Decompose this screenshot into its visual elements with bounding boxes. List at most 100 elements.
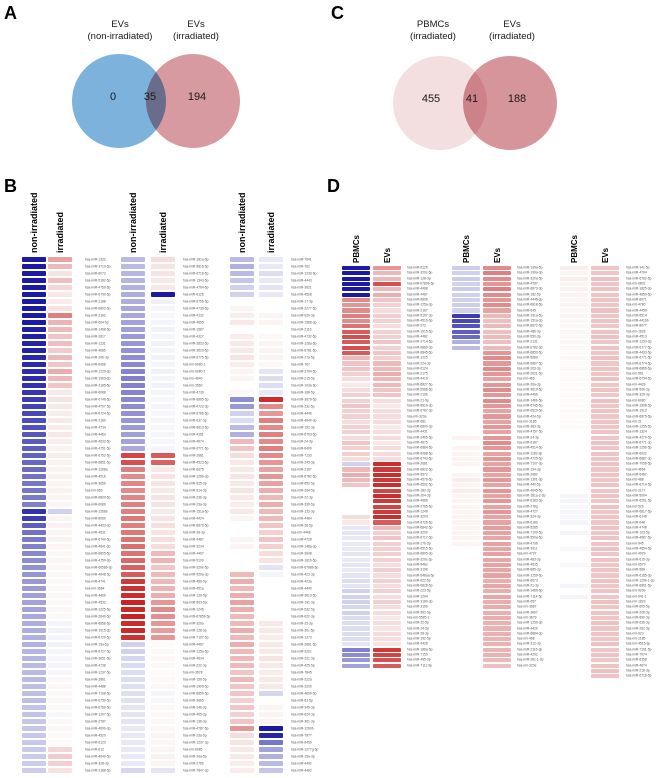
heatmap-cell bbox=[560, 536, 588, 541]
heatmap-cell bbox=[560, 637, 588, 642]
heatmap-cell bbox=[591, 478, 619, 483]
heatmap-cell bbox=[151, 565, 175, 571]
heatmap-cell bbox=[373, 297, 401, 302]
mirna-row-label: hsa-miR-4728 bbox=[291, 537, 312, 542]
mirna-row-label: hsa-miR-152-3p bbox=[291, 425, 315, 430]
heatmap-cell bbox=[48, 509, 72, 515]
heatmap-cell bbox=[342, 446, 370, 451]
mirna-row-label: hsa-miR-103-5p bbox=[626, 531, 650, 535]
heatmap-cell bbox=[591, 615, 619, 620]
heatmap-cell bbox=[452, 440, 480, 446]
heatmap-cell bbox=[560, 552, 588, 557]
heatmap-cell bbox=[560, 493, 588, 499]
venn-c-right-title-line2: (irradiated) bbox=[489, 31, 535, 42]
mirna-row-label: hsa-miR-4576-5p bbox=[407, 478, 433, 482]
heatmap-cell bbox=[151, 502, 175, 508]
heatmap-cell bbox=[151, 362, 175, 368]
mirna-row-label: hsa-miR-2116-3p bbox=[517, 648, 543, 652]
heatmap-cell bbox=[373, 626, 401, 631]
heatmap-cell bbox=[230, 754, 254, 760]
heatmap-cell bbox=[22, 621, 46, 627]
heatmap-cell bbox=[591, 440, 619, 446]
mirna-row-label: hsa-miR-4675 bbox=[407, 441, 428, 445]
mirna-row-label: hsa-miR-3667 bbox=[517, 610, 538, 615]
mirna-row-label: hsa-miR-4292 bbox=[517, 653, 538, 657]
heatmap-cell bbox=[452, 387, 480, 393]
heatmap-cell bbox=[373, 658, 401, 663]
heatmap-cell bbox=[591, 467, 619, 472]
heatmap-cell bbox=[230, 691, 254, 697]
heatmap-cell bbox=[591, 631, 619, 636]
heatmap-cell bbox=[591, 605, 619, 610]
heatmap-cell bbox=[48, 327, 72, 333]
heatmap-cell bbox=[121, 376, 145, 382]
heatmap-cell bbox=[591, 308, 619, 313]
heatmap-cell bbox=[48, 565, 72, 571]
heatmap-cell bbox=[22, 292, 46, 298]
heatmap-cell bbox=[342, 387, 370, 393]
mirna-row-label: hsa-miR-4484 bbox=[291, 516, 312, 521]
heatmap-cell bbox=[121, 369, 145, 375]
mirna-row-label: hsa-miR-2765-5p bbox=[407, 504, 433, 509]
heatmap-cell bbox=[591, 403, 619, 408]
heatmap-cell bbox=[452, 430, 480, 435]
heatmap-cell bbox=[121, 698, 145, 704]
heatmap-cell bbox=[22, 411, 46, 417]
heatmap-cell bbox=[48, 572, 72, 578]
mirna-row-label: hsa-miR-483-3p bbox=[517, 557, 541, 562]
heatmap-cell bbox=[259, 698, 283, 704]
heatmap-cell bbox=[452, 568, 480, 573]
heatmap-cell bbox=[342, 557, 370, 562]
mirna-row-label: hsa-mir-3678 bbox=[183, 670, 203, 675]
mirna-row-label: hsa-miR-7974 bbox=[626, 653, 647, 657]
mirna-row-label: hsa-mir-920b bbox=[626, 589, 646, 594]
heatmap-cell bbox=[230, 733, 254, 739]
mirna-row-label: hsa-miR-6816-5p bbox=[183, 264, 209, 269]
heatmap-cell bbox=[151, 509, 175, 515]
mirna-row-label: hsa-miR-2817 bbox=[85, 334, 106, 339]
heatmap-cell bbox=[373, 313, 401, 318]
heatmap-cell bbox=[259, 656, 283, 662]
mirna-row-label: hsa-miR-6786-5p bbox=[183, 411, 209, 416]
heatmap-cell bbox=[483, 525, 511, 530]
heatmap-cell bbox=[591, 483, 619, 488]
heatmap-cell bbox=[121, 691, 145, 697]
mirna-row-label: hsa-miR-6714-5p bbox=[626, 483, 652, 488]
heatmap-cell bbox=[22, 257, 46, 263]
heatmap-cell bbox=[151, 628, 175, 634]
mirna-row-label: hsa-miR-6769-5p bbox=[85, 705, 111, 710]
mirna-row-label: hsa-miR-6746-5p bbox=[85, 397, 111, 402]
heatmap-cell bbox=[22, 712, 46, 718]
heatmap-cell bbox=[560, 568, 588, 573]
mirna-row-label: hsa-miR-4739-5p bbox=[183, 306, 209, 311]
heatmap-cell bbox=[373, 271, 401, 276]
mirna-row-label: hsa-miR-6716-5p bbox=[626, 674, 652, 678]
heatmap-B-group-2-column-header: irradiated bbox=[158, 211, 168, 253]
heatmap-cell bbox=[373, 409, 401, 414]
mirna-row-label: hsa-miR-4699-5p bbox=[291, 691, 317, 696]
mirna-row-label: hsa-mir-5585-1 bbox=[407, 616, 430, 620]
heatmap-cell bbox=[259, 600, 283, 606]
heatmap-cell bbox=[151, 740, 175, 746]
panel-c-letter: C bbox=[331, 3, 344, 23]
mirna-row-label: hsa-mir-320a bbox=[407, 414, 427, 419]
heatmap-cell bbox=[591, 462, 619, 467]
mirna-row-label: hsa-miR-199a-5p bbox=[517, 266, 543, 270]
mirna-row-label: hsa-miR-6718-5p bbox=[183, 271, 209, 276]
heatmap-cell bbox=[259, 670, 283, 676]
heatmap-cell bbox=[48, 481, 72, 487]
heatmap-cell bbox=[121, 586, 145, 592]
heatmap-cell bbox=[48, 628, 72, 634]
heatmap-cell bbox=[591, 382, 619, 387]
heatmap-cell bbox=[591, 451, 619, 456]
mirna-row-label: hsa-miR-6780b-5p bbox=[407, 282, 435, 286]
heatmap-cell bbox=[151, 621, 175, 627]
heatmap-cell bbox=[121, 404, 145, 410]
heatmap-cell bbox=[560, 430, 588, 435]
mirna-row-label: hsa-miR-4685 bbox=[85, 348, 106, 353]
mirna-row-label: hsa-miR-2167 bbox=[407, 308, 428, 313]
heatmap-cell bbox=[22, 572, 46, 578]
mirna-row-label: hsa-miR-28-3p bbox=[183, 530, 205, 535]
mirna-row-label: hsa-miR-532-5p bbox=[291, 607, 315, 612]
heatmap-cell bbox=[230, 502, 254, 508]
